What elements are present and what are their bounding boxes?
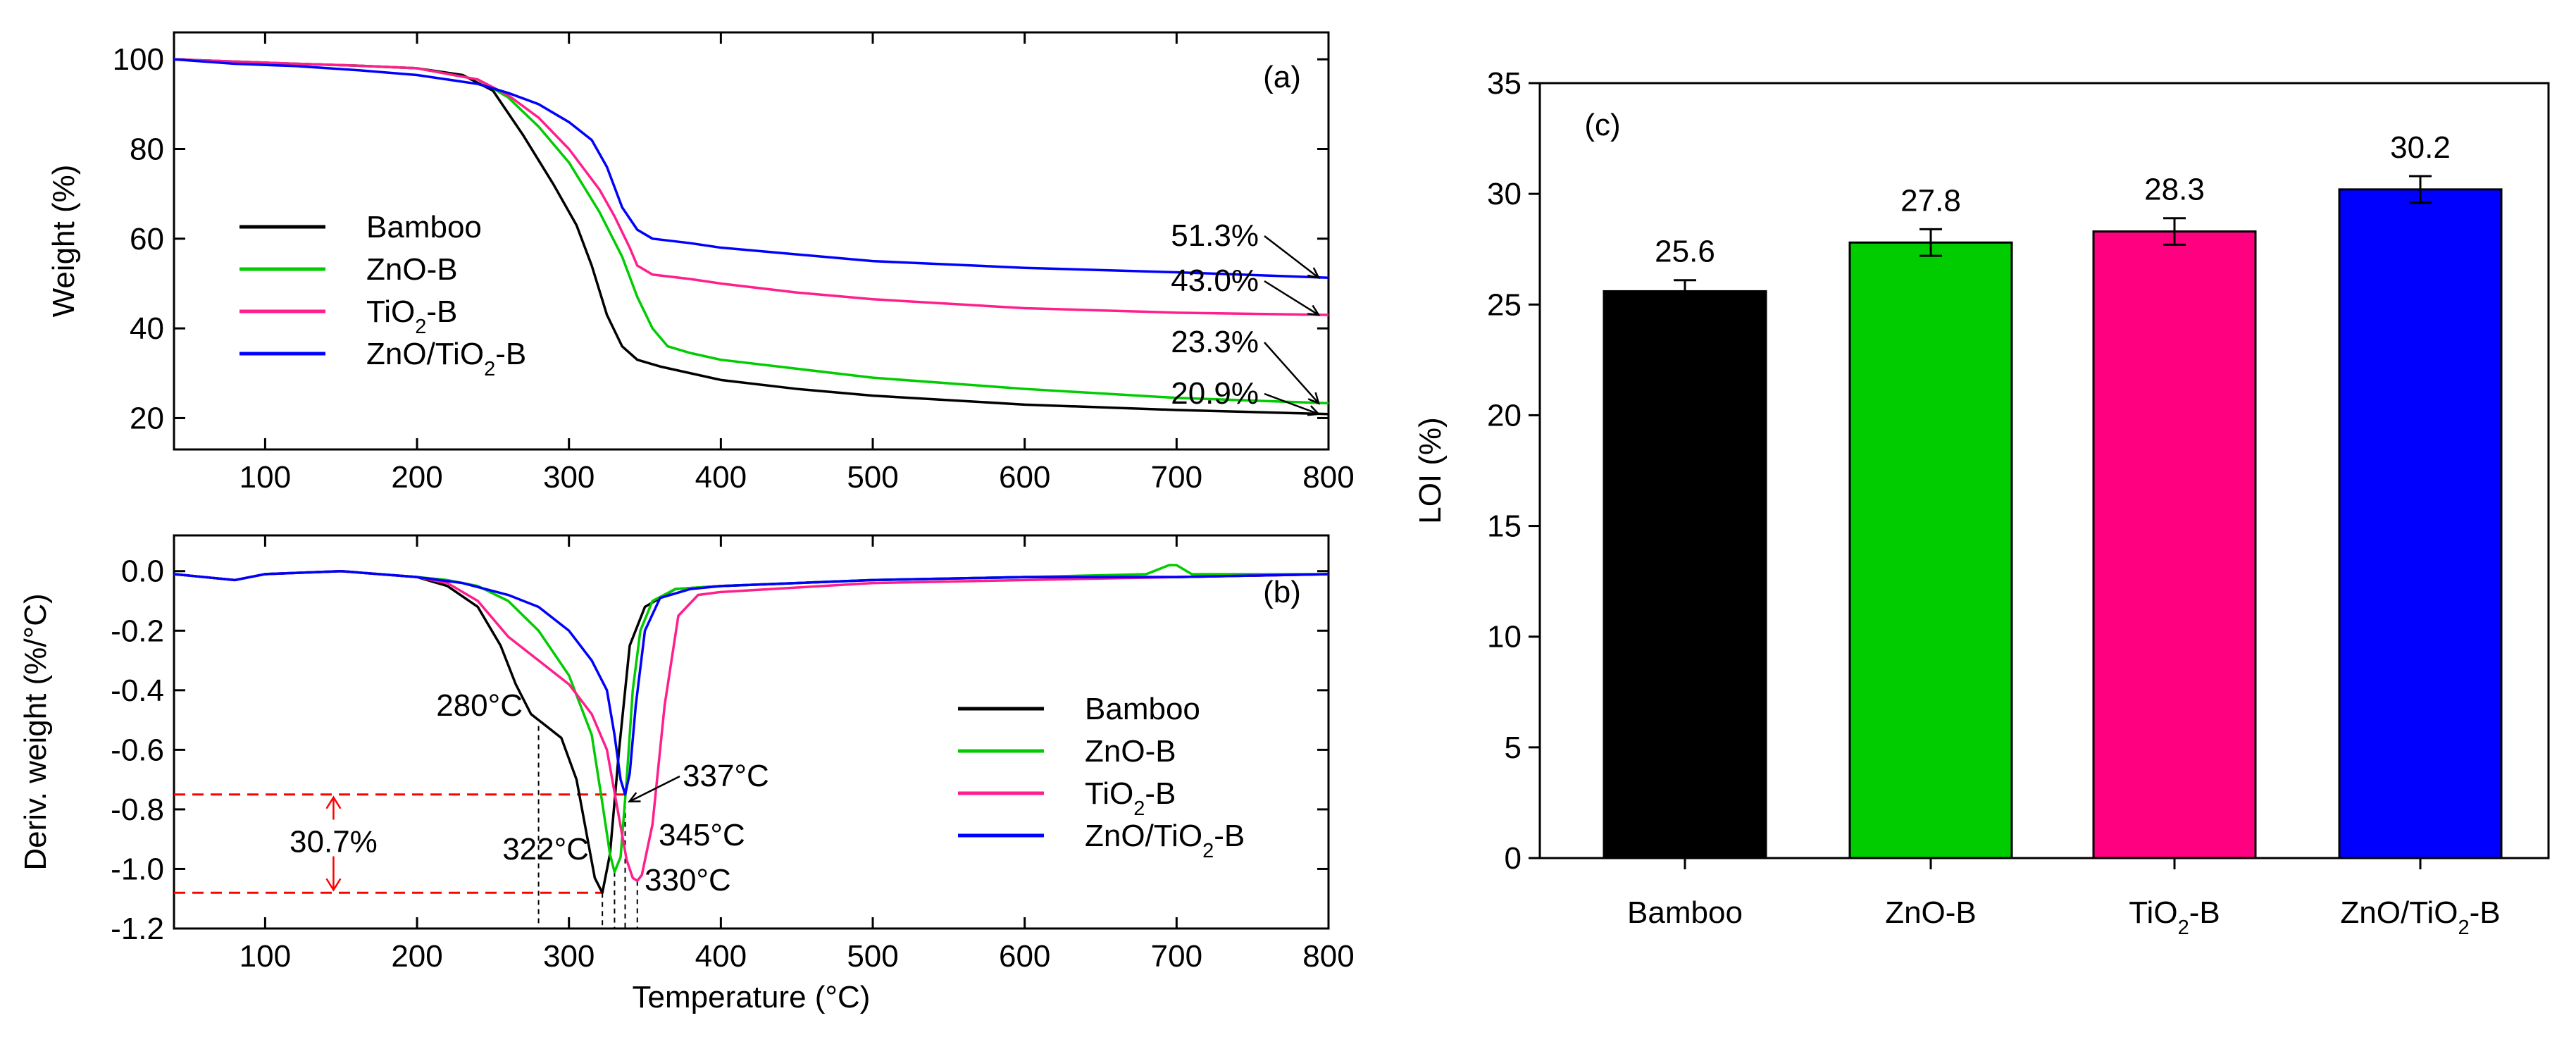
series-line — [173, 569, 1329, 796]
x-tick-label: 300 — [543, 460, 595, 495]
x-tick-label: 300 — [543, 939, 595, 974]
x-tick-label: 700 — [1151, 460, 1202, 495]
panel-a-weight-loss-chart: 100 200 300 400 500 600 700 800 20 40 60 80 100 Weigh… — [46, 31, 1355, 495]
difference-arrow-head-up — [325, 795, 342, 809]
y-tick-label: 15 — [1487, 509, 1522, 544]
residue-arrow-head — [1307, 304, 1321, 316]
peak-label: 322°C — [502, 832, 589, 867]
y-tick-label: -0.4 — [111, 673, 164, 708]
peak-arrow-head — [627, 792, 641, 803]
y-tick-label: -1.0 — [111, 852, 164, 886]
x-axis-label: Temperature (°C) — [633, 980, 871, 1014]
bar — [2092, 230, 2257, 859]
x-tick-label: 600 — [999, 939, 1050, 974]
peak-arrow — [628, 775, 680, 802]
residue-arrow — [1264, 235, 1319, 279]
y-tick-label: 40 — [130, 311, 164, 346]
panel-label: (b) — [1263, 575, 1301, 609]
legend-label: ZnO-B — [366, 252, 458, 287]
series-line — [173, 58, 1329, 416]
x-tick-label: 400 — [695, 460, 747, 495]
panel-b-derivative-weight-chart: 100 200 300 400 500 600 700 800 0.0 -0.2 -0.4 -0.6 -… — [18, 534, 1355, 1014]
category-label: Bamboo — [1627, 895, 1743, 930]
residue-arrow-head — [1307, 392, 1320, 405]
bar — [1848, 241, 2013, 859]
y-tick-label: 0 — [1505, 841, 1522, 876]
legend-label: Bamboo — [366, 210, 482, 244]
residue-label: 51.3% — [1171, 218, 1259, 253]
difference-arrow-head-down — [325, 878, 342, 892]
y-tick-label: 60 — [130, 222, 164, 256]
y-tick-label: 5 — [1505, 731, 1522, 765]
panel-c-loi-bar-chart: 0 5 10 15 20 25 30 35 LOI (%) (c) 25.6 Bamboo 27.8 Zn… — [1413, 66, 2550, 939]
bar — [1603, 290, 1767, 859]
y-tick-label: 80 — [130, 132, 164, 167]
residue-arrow — [1264, 342, 1319, 404]
y-tick-label: -1.2 — [111, 912, 164, 946]
residue-label: 23.3% — [1171, 325, 1259, 359]
series-line — [173, 58, 1329, 279]
panel-b-frame — [173, 534, 1330, 930]
residue-arrow — [1264, 280, 1319, 316]
peak-label: 280°C — [436, 688, 523, 723]
x-tick-label: 100 — [239, 939, 291, 974]
x-tick-label: 200 — [391, 460, 442, 495]
series-line — [173, 58, 1329, 405]
x-tick-label: 800 — [1302, 460, 1354, 495]
y-tick-label: 30 — [1487, 177, 1522, 211]
panel-a-frame — [173, 31, 1330, 451]
y-axis-label: Weight (%) — [46, 165, 81, 318]
bar-value-label: 28.3 — [2144, 173, 2205, 207]
series-line — [173, 58, 1329, 316]
legend-label: TiO2-B — [1085, 776, 1176, 820]
difference-label: 30.7% — [290, 825, 378, 859]
panel-label: (a) — [1263, 60, 1301, 94]
x-tick-label: 100 — [239, 460, 291, 495]
bar-value-label: 30.2 — [2390, 130, 2451, 165]
residue-label: 20.9% — [1171, 376, 1259, 411]
x-tick-label: 800 — [1302, 939, 1354, 974]
y-tick-label: -0.2 — [111, 614, 164, 648]
category-label: ZnO/TiO2-B — [2340, 895, 2500, 939]
category-label: ZnO-B — [1885, 895, 1977, 930]
panel-label: (c) — [1584, 108, 1620, 142]
x-tick-label: 400 — [695, 939, 747, 974]
residue-arrow-head — [1307, 405, 1321, 416]
category-label: TiO2-B — [2129, 895, 2220, 939]
y-tick-label: -0.8 — [111, 793, 164, 827]
y-tick-label: 100 — [113, 42, 164, 77]
y-axis-label: Deriv. weight (%/°C) — [18, 593, 53, 870]
x-tick-label: 700 — [1151, 939, 1202, 974]
peak-label: 330°C — [645, 863, 731, 898]
x-tick-label: 600 — [999, 460, 1050, 495]
legend-label: ZnO-B — [1085, 734, 1176, 769]
y-tick-label: 20 — [130, 401, 164, 435]
y-tick-label: 25 — [1487, 287, 1522, 322]
residue-label: 43.0% — [1171, 263, 1259, 298]
residue-arrow-head — [1307, 267, 1321, 279]
bar — [2338, 188, 2503, 859]
x-tick-label: 200 — [391, 939, 442, 974]
legend-label: ZnO/TiO2-B — [1085, 819, 1245, 862]
y-tick-label: 10 — [1487, 620, 1522, 654]
legend-label: TiO2-B — [366, 294, 457, 338]
peak-label: 345°C — [659, 818, 745, 852]
y-axis-label: LOI (%) — [1413, 417, 1448, 524]
legend-label: Bamboo — [1085, 692, 1200, 726]
bar-value-label: 27.8 — [1900, 183, 1961, 218]
residue-arrow — [1264, 392, 1319, 415]
y-tick-label: 35 — [1487, 66, 1522, 101]
legend-label: ZnO/TiO2-B — [366, 337, 526, 380]
x-tick-label: 500 — [847, 939, 898, 974]
y-tick-label: 20 — [1487, 398, 1522, 433]
panel-c-frame — [1538, 82, 2550, 859]
difference-label-bg — [263, 819, 404, 857]
peak-label: 337°C — [683, 759, 769, 793]
y-tick-label: -0.6 — [111, 733, 164, 767]
x-tick-label: 500 — [847, 460, 898, 495]
bar-value-label: 25.6 — [1655, 235, 1715, 269]
y-tick-label: 0.0 — [121, 554, 164, 589]
